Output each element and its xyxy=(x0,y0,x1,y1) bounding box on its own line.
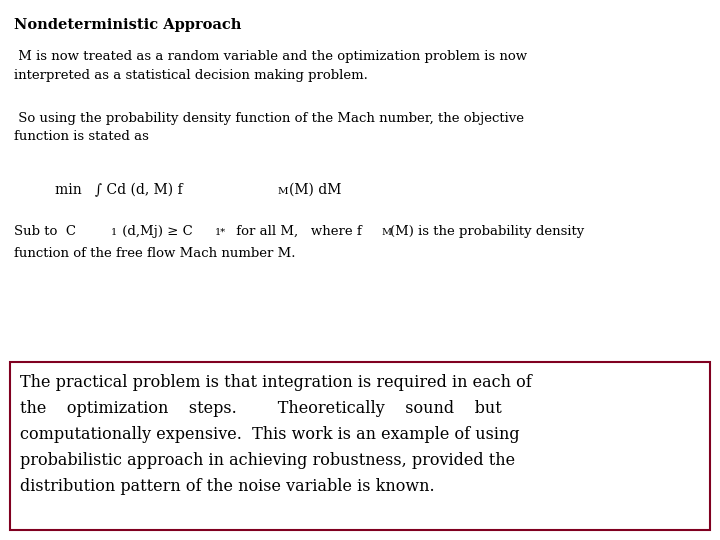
Bar xyxy=(10,362,710,530)
Text: (M) dM: (M) dM xyxy=(289,183,341,197)
Text: min   ∫ Cd (d, M) f: min ∫ Cd (d, M) f xyxy=(55,183,183,197)
Text: (d,Mj) ≥ C: (d,Mj) ≥ C xyxy=(118,225,193,238)
Text: for all M,   where f: for all M, where f xyxy=(232,225,361,238)
Text: Nondeterministic Approach: Nondeterministic Approach xyxy=(14,18,241,32)
Text: function of the free flow Mach number M.: function of the free flow Mach number M. xyxy=(14,247,295,260)
Text: (M) is the probability density: (M) is the probability density xyxy=(390,225,584,238)
Text: So using the probability density function of the Mach number, the objective
func: So using the probability density functio… xyxy=(14,112,524,144)
Text: 1*: 1* xyxy=(215,228,226,237)
Text: M: M xyxy=(278,187,289,196)
Text: 1: 1 xyxy=(111,228,117,237)
Text: computationally expensive.  This work is an example of using: computationally expensive. This work is … xyxy=(20,426,520,443)
Text: The practical problem is that integration is required in each of: The practical problem is that integratio… xyxy=(20,374,532,391)
Text: M: M xyxy=(381,228,391,237)
Text: distribution pattern of the noise variable is known.: distribution pattern of the noise variab… xyxy=(20,478,435,495)
Text: the    optimization    steps.        Theoretically    sound    but: the optimization steps. Theoretically so… xyxy=(20,400,502,417)
Text: probabilistic approach in achieving robustness, provided the: probabilistic approach in achieving robu… xyxy=(20,452,515,469)
Text: Sub to  C: Sub to C xyxy=(14,225,76,238)
Text: M is now treated as a random variable and the optimization problem is now
interp: M is now treated as a random variable an… xyxy=(14,50,527,82)
